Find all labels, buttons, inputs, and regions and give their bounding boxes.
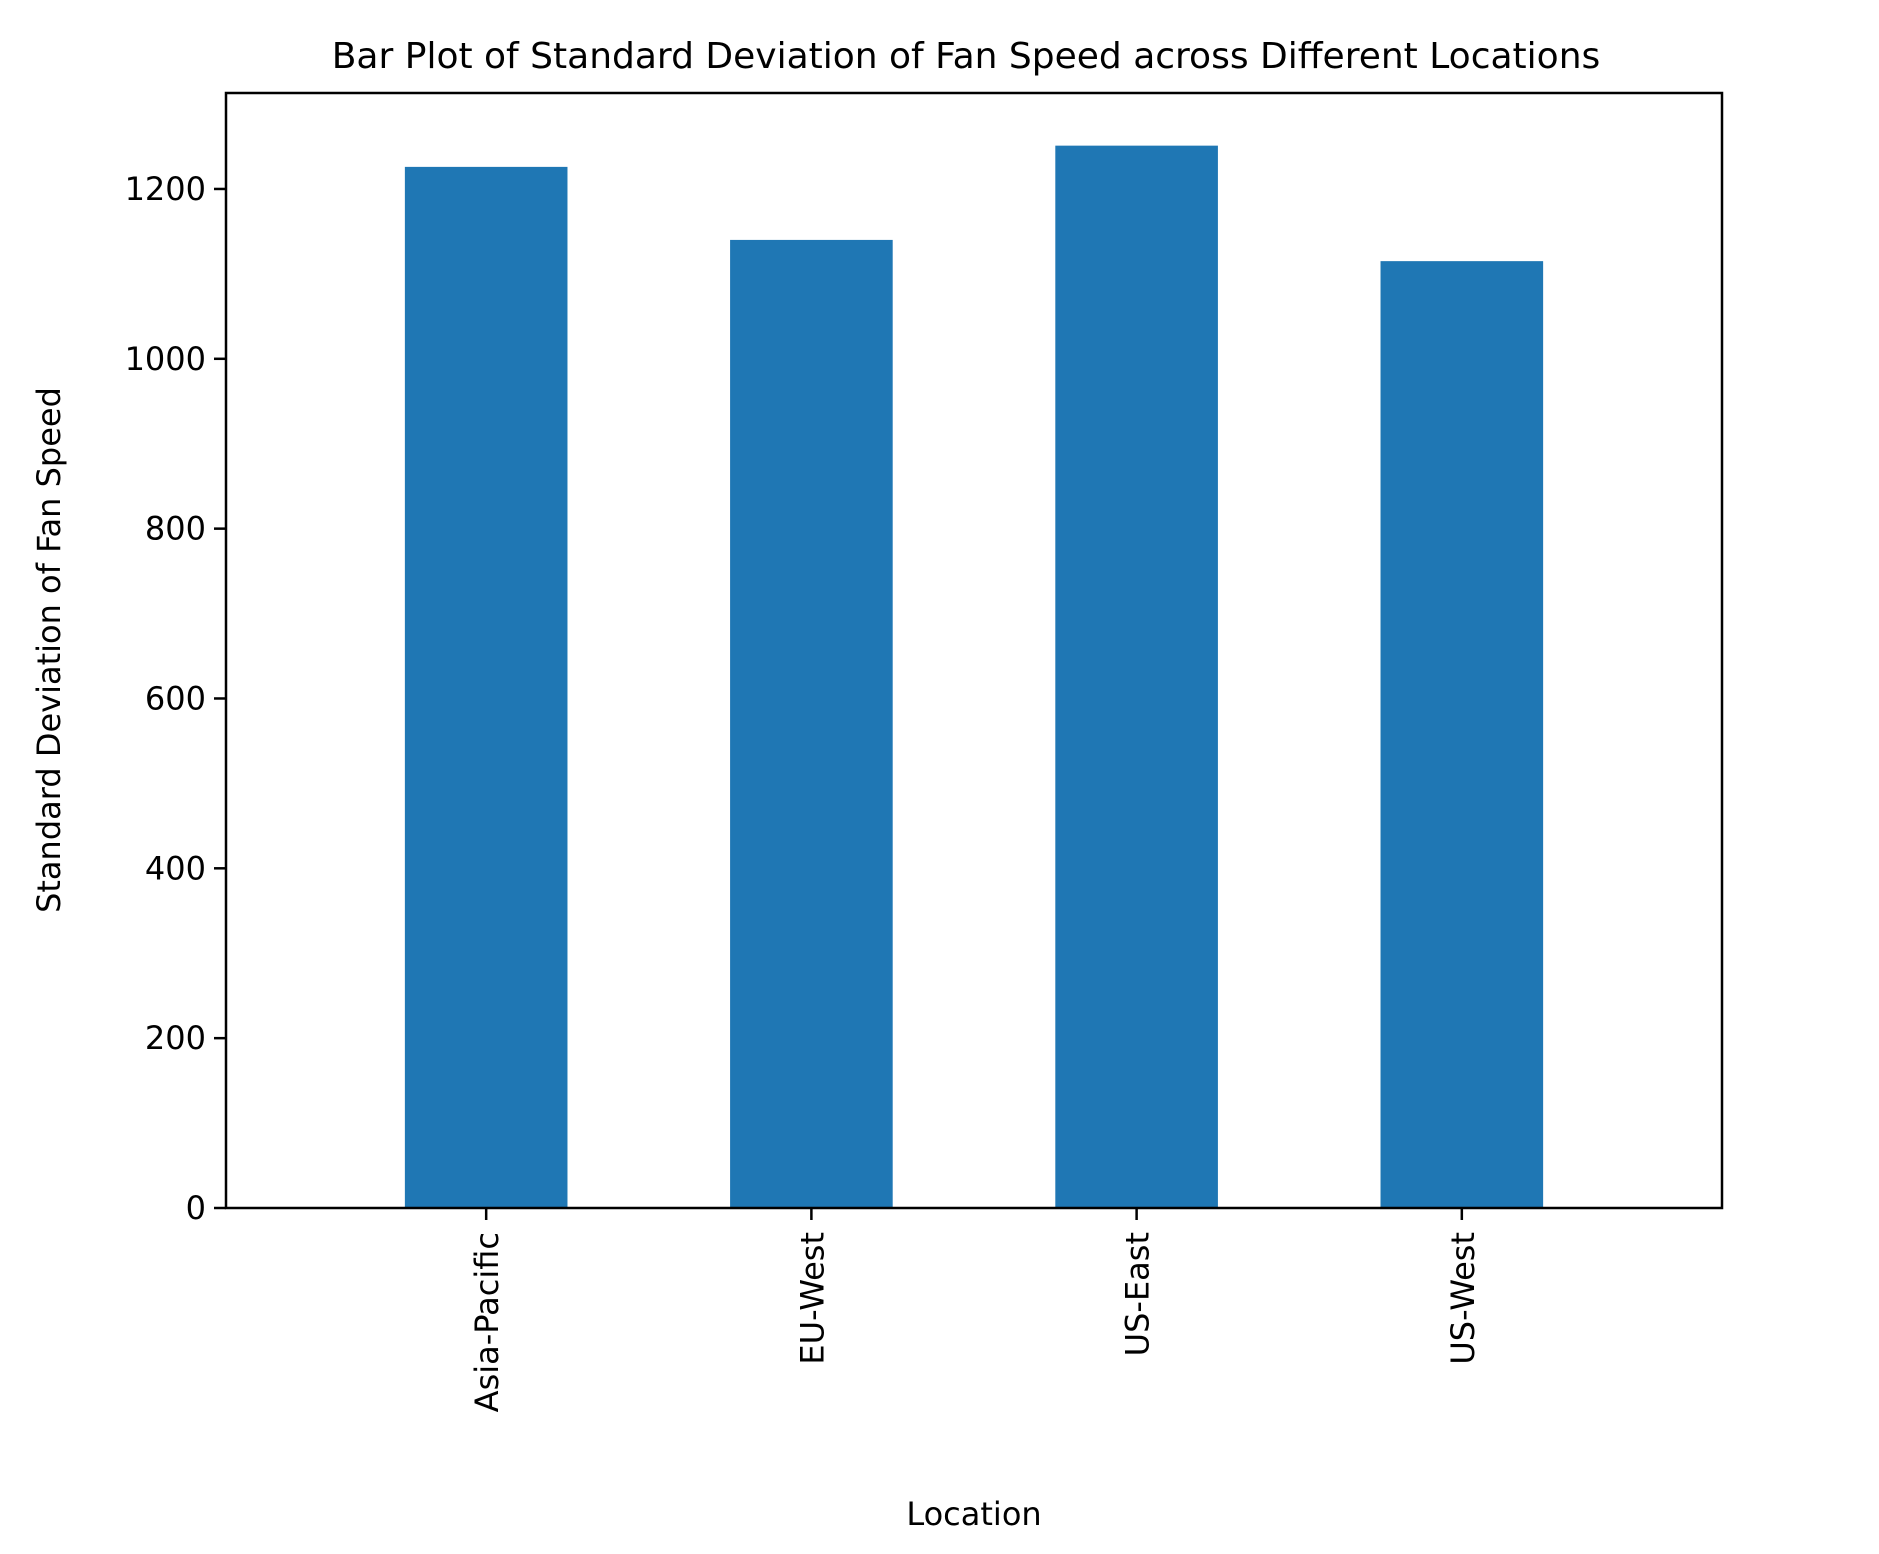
bars-group — [404, 145, 1544, 1209]
x-tick-label: US-West — [1444, 1232, 1482, 1365]
plot-frame — [224, 91, 1724, 1210]
chart-title: Bar Plot of Standard Deviation of Fan Sp… — [332, 36, 1601, 77]
bar-us-east — [1055, 145, 1218, 1209]
y-tick-label: 200 — [145, 1019, 206, 1057]
x-axis: Asia-Pacific EU-West US-East US-West — [468, 1208, 1482, 1412]
bar-asia-pacific — [404, 166, 568, 1209]
x-tick-label: EU-West — [793, 1232, 831, 1365]
x-tick-label: US-East — [1119, 1232, 1157, 1356]
x-axis-label: Location — [906, 1495, 1041, 1533]
y-tick-label: 1000 — [125, 340, 206, 378]
y-tick-label: 400 — [145, 849, 206, 887]
bar-us-west — [1380, 261, 1544, 1208]
y-tick-label: 0 — [186, 1189, 206, 1227]
y-tick-label: 800 — [145, 510, 206, 548]
bar-eu-west — [730, 239, 893, 1209]
y-axis: 0 200 400 600 800 1000 1200 — [125, 170, 226, 1227]
y-tick-label: 600 — [145, 679, 206, 717]
y-axis-label: Standard Deviation of Fan Speed — [30, 387, 68, 913]
y-tick-label: 1200 — [125, 170, 206, 208]
x-tick-label: Asia-Pacific — [468, 1232, 506, 1412]
